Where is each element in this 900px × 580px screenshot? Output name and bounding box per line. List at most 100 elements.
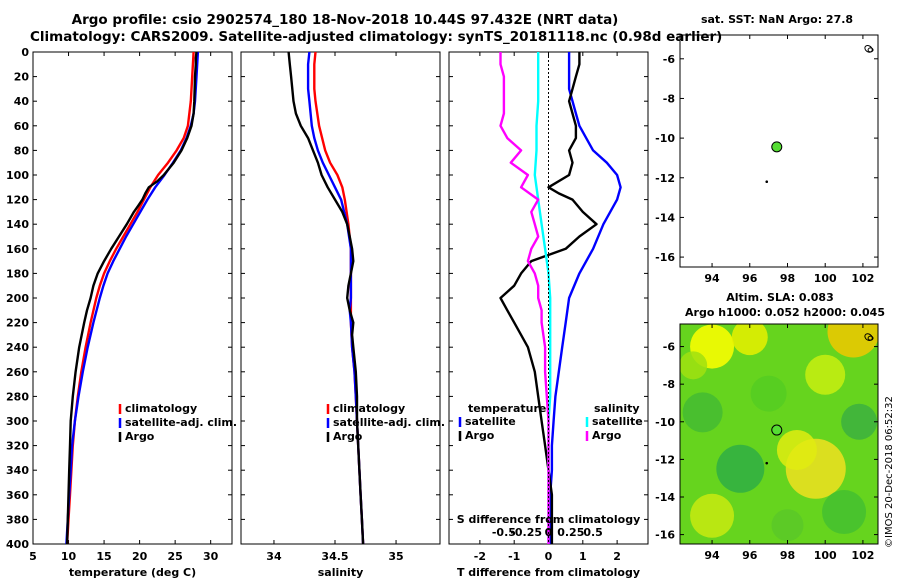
temperature-xtick-label: 10: [61, 550, 77, 563]
sla-anomaly-cell: [716, 444, 765, 493]
sla_map-xtick-label: 96: [742, 549, 758, 562]
depth-tick-label: 240: [6, 341, 29, 354]
diff-temperature-legend-label: satellite: [465, 415, 516, 428]
sla-anomaly-cell: [771, 509, 804, 542]
salinity-xlabel: salinity: [318, 566, 364, 579]
sla_map-xtick-label: 94: [704, 549, 720, 562]
depth-tick-label: 20: [14, 71, 30, 84]
sst_map-xtick-label: 102: [851, 272, 874, 285]
temperature-line-satellite-adj-clim-: [65, 52, 200, 544]
temperature-frame: [32, 51, 233, 545]
sla-anomaly-cell: [682, 392, 723, 433]
legend-title-salinity: salinity: [594, 402, 640, 415]
temperature-line-climatology: [65, 52, 195, 544]
salinity-diff-tick-label: -0.25: [510, 526, 542, 539]
salinity-diff-axis-label: S difference from climatology: [457, 513, 641, 526]
depth-tick-label: 80: [14, 144, 30, 157]
salinity-xtick-label: 35: [388, 550, 403, 563]
sst_map-ytick-label: -10: [655, 132, 675, 145]
depth-tick-label: 60: [14, 120, 30, 133]
sst_map-ytick-label: -6: [663, 53, 676, 66]
temperature-xtick-label: 15: [96, 550, 111, 563]
sla_map-frame: [679, 323, 879, 545]
depth-tick-label: 180: [6, 267, 29, 280]
depth-tick-label: 0: [21, 46, 29, 59]
sst_map-ytick-label: -8: [663, 92, 675, 105]
temperature-series-group: [65, 52, 200, 544]
sst-map-title: sat. SST: NaN Argo: 27.8: [701, 13, 853, 26]
depth-tick-label: 300: [6, 415, 29, 428]
salinity-legend-label: climatology: [333, 402, 405, 415]
salinity-legend-label: satellite-adj. clim.: [333, 416, 445, 429]
differences-line-temperature-satellite: [549, 52, 622, 544]
depth-tick-label: 340: [6, 464, 29, 477]
differences-xtick-label: 2: [613, 550, 621, 563]
chart-title-line1: Argo profile: csio 2902574_180 18-Nov-20…: [71, 12, 619, 28]
sst_map-xtick-label: 94: [704, 272, 720, 285]
sla_map-xtick-label: 100: [814, 549, 837, 562]
temperature-xtick-label: 25: [167, 550, 182, 563]
sla_map-track-start-marker: [765, 461, 769, 465]
depth-tick-label: 160: [6, 243, 29, 256]
sla-anomaly-cell: [805, 354, 846, 395]
sla_map-ytick-label: -8: [663, 378, 675, 391]
sla-anomaly-cell: [822, 490, 867, 535]
sla-anomaly-cell: [680, 351, 708, 380]
salinity-diff-tick-label: 0.5: [583, 526, 603, 539]
sst_map-float-marker: [771, 141, 783, 153]
diff-salinity-legend-label: satellite: [592, 415, 643, 428]
salinity-frame: [240, 51, 441, 545]
differences-line-temperature-argo: [499, 52, 598, 544]
sla-map-title: Altim. SLA: 0.083: [726, 291, 833, 304]
depth-tick-label: 280: [6, 390, 29, 403]
sst_map-xtick-label: 100: [814, 272, 837, 285]
differences-line-salinity-argo: [499, 52, 550, 544]
sst_map-track-start-marker: [765, 180, 769, 184]
differences-xtick-label: 0: [545, 550, 553, 563]
temperature-xlabel: temperature (deg C): [69, 566, 196, 579]
differences-series-group: [499, 52, 622, 544]
depth-tick-label: 320: [6, 440, 29, 453]
sla-anomaly-cell: [827, 324, 878, 358]
salinity-diff-tick-label: -0.5: [492, 526, 516, 539]
sst_map-island-outline: [867, 47, 874, 53]
sla_map-ytick-label: -16: [655, 529, 675, 542]
sla-anomaly-cell: [750, 375, 787, 412]
imos-watermark: ©IMOS 20-Dec-2018 06:52:32: [884, 396, 895, 548]
sst_map-ytick-label: -12: [655, 172, 675, 185]
sst_map-frame: [679, 34, 879, 268]
temperature-legend-label: satellite-adj. clim.: [125, 416, 237, 429]
legend-title-temperature: temperature: [468, 402, 546, 415]
salinity-diff-tick-label: 0.25: [557, 526, 584, 539]
sla-map-subtitle: Argo h1000: 0.052 h2000: 0.045: [685, 306, 885, 319]
differences-xtick-label: -2: [474, 550, 486, 563]
diff-temperature-legend-label: Argo: [465, 429, 495, 442]
salinity-line-climatology: [313, 52, 365, 544]
sst_map-xtick-label: 96: [742, 272, 758, 285]
temperature-xtick-label: 20: [132, 550, 148, 563]
depth-tick-label: 400: [6, 538, 29, 551]
salinity-diff-tick-label: 0: [545, 526, 553, 539]
depth-tick-label: 100: [6, 169, 29, 182]
salinity-xtick-label: 34.5: [321, 550, 348, 563]
depth-tick-label: 120: [6, 194, 29, 207]
diff-salinity-legend-label: Argo: [592, 429, 622, 442]
sla_map-xtick-label: 98: [780, 549, 795, 562]
depth-tick-label: 220: [6, 317, 29, 330]
sla_map-island-outline: [867, 335, 874, 341]
temperature-xtick-label: 30: [203, 550, 219, 563]
sla_map-xtick-label: 102: [851, 549, 874, 562]
sst_map-ytick-label: -14: [655, 211, 675, 224]
chart-title-line2: Climatology: CARS2009. Satellite-adjuste…: [30, 29, 723, 45]
sla-anomaly-cell: [731, 324, 768, 356]
temperature-xtick-label: 5: [29, 550, 37, 563]
sst_map-ytick-label: -16: [655, 251, 675, 264]
depth-tick-label: 360: [6, 489, 29, 502]
depth-tick-label: 40: [14, 95, 30, 108]
differences-xtick-label: -1: [508, 550, 520, 563]
sla_map-ytick-label: -14: [655, 491, 675, 504]
sst_map-xtick-label: 98: [780, 272, 795, 285]
depth-tick-label: 260: [6, 366, 29, 379]
depth-tick-label: 140: [6, 218, 29, 231]
